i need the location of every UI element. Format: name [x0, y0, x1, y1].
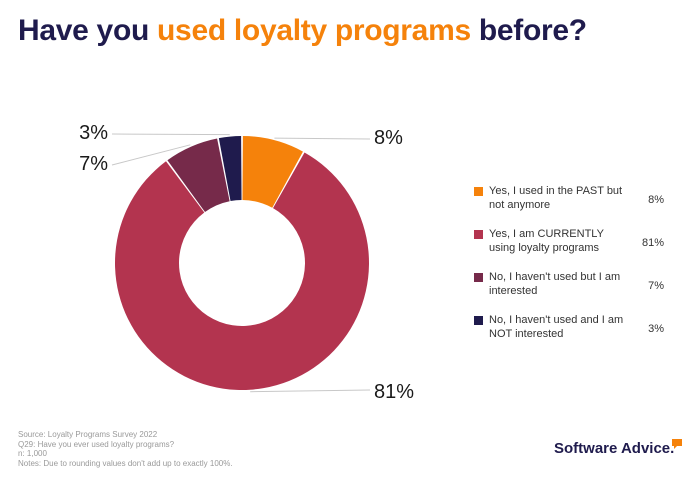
legend-item: No, I haven't used and I am NOT interest… — [474, 313, 664, 356]
leader-line — [111, 133, 230, 136]
legend-label: No, I haven't used and I am NOT interest… — [489, 314, 624, 340]
leader-line — [274, 137, 371, 140]
speech-bubble-icon — [672, 439, 682, 449]
data-label: 8% — [374, 127, 403, 149]
legend-swatch — [474, 316, 483, 325]
chart-title: Have you used loyalty programs before? — [18, 14, 587, 48]
legend-swatch — [474, 187, 483, 196]
data-label: 7% — [79, 153, 108, 175]
legend-label: No, I haven't used but I am interested — [489, 271, 621, 297]
legend-swatch — [474, 230, 483, 239]
legend-value: 7% — [648, 280, 664, 292]
legend-item: Yes, I am CURRENTLY using loyalty progra… — [474, 227, 664, 270]
leader-line — [250, 389, 371, 393]
legend-label: Yes, I used in the PAST but not anymore — [489, 185, 623, 211]
data-label: 3% — [79, 122, 108, 144]
legend-item: Yes, I used in the PAST but not anymore … — [474, 184, 664, 227]
donut-slice — [115, 152, 370, 390]
data-label: 81% — [374, 381, 414, 403]
title-part2: before? — [470, 14, 587, 47]
footnote-sample: n: 1,000 — [18, 449, 47, 458]
legend-value: 8% — [648, 194, 664, 206]
legend-item: No, I haven't used but I am interested 7… — [474, 270, 664, 313]
legend-value: 3% — [648, 323, 664, 335]
leader-line — [111, 144, 191, 166]
legend-value: 81% — [641, 237, 664, 249]
legend-swatch — [474, 273, 483, 282]
footnotes: Source: Loyalty Programs Survey 2022 Q29… — [18, 430, 233, 468]
footnote-question: Q29: Have you ever used loyalty programs… — [18, 439, 175, 449]
donut-slice — [218, 136, 242, 202]
footnote-source: Source: Loyalty Programs Survey 2022 — [18, 430, 158, 439]
title-part1: Have you — [18, 14, 158, 47]
legend: Yes, I used in the PAST but not anymore … — [474, 184, 664, 356]
donut-slice — [167, 138, 230, 213]
legend-label: Yes, I am CURRENTLY using loyalty progra… — [489, 228, 604, 254]
brand-logo: Software Advice. — [554, 440, 675, 457]
donut-slice — [242, 136, 303, 208]
footnote-notes: Notes: Due to rounding values don't add … — [18, 458, 233, 468]
title-highlight: used loyalty programs — [157, 14, 471, 47]
